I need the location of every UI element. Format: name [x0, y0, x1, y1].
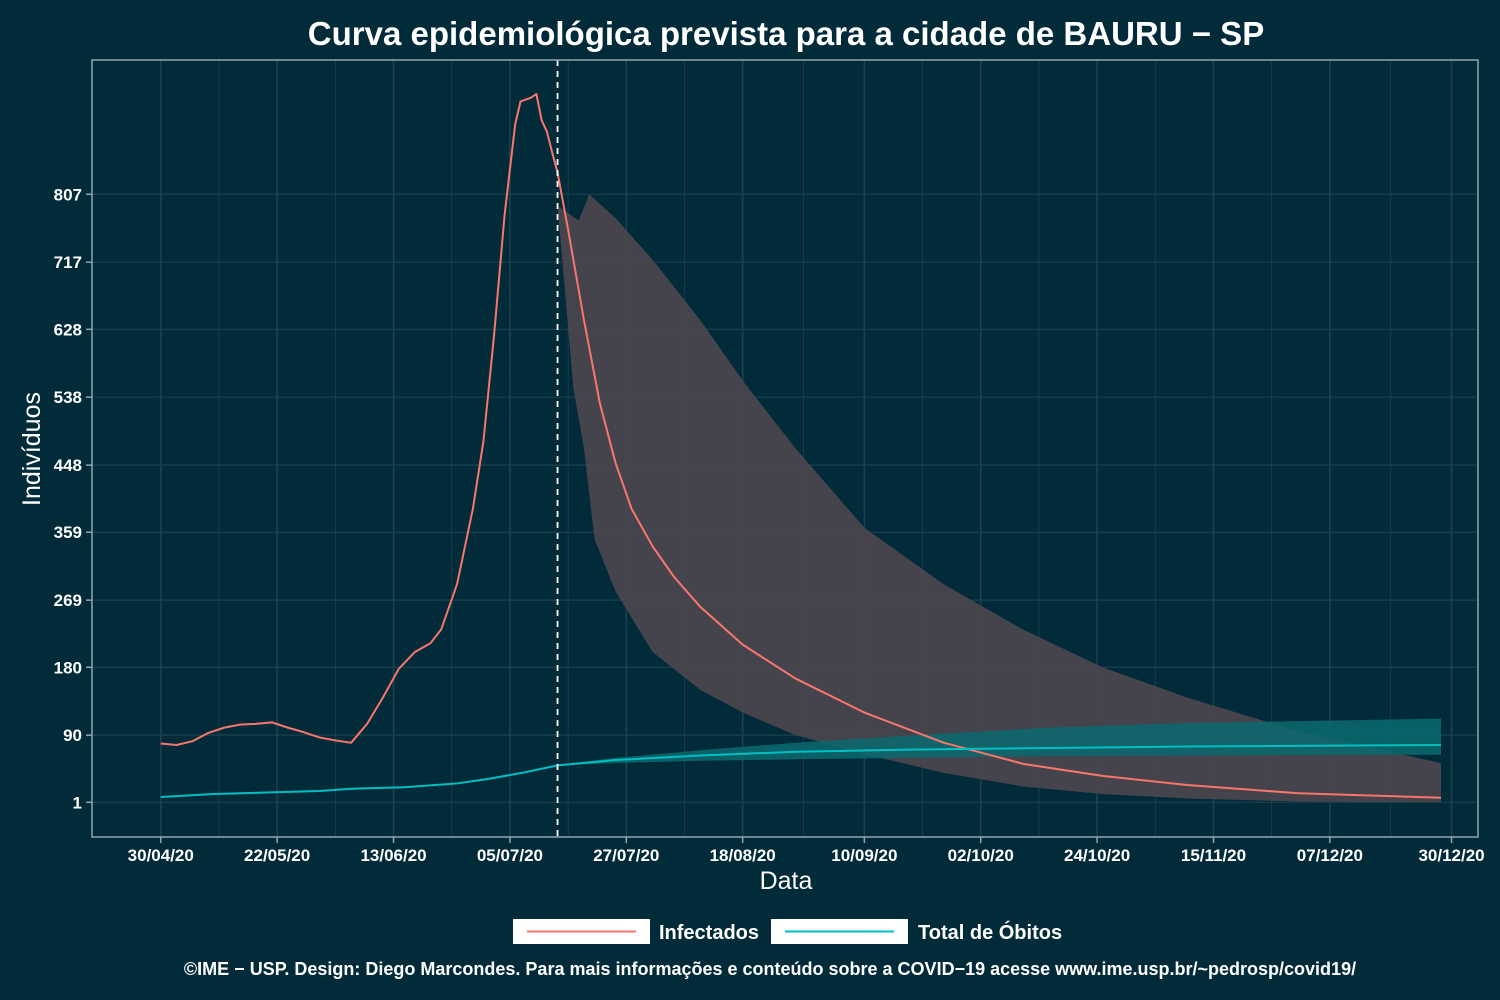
caption: ©IME − USP. Design: Diego Marcondes. Par… [184, 959, 1356, 979]
confidence-bands [557, 194, 1441, 803]
y-tick-label: 807 [54, 185, 82, 204]
x-tick-label: 05/07/20 [477, 846, 543, 865]
infectados-line [160, 92, 1442, 799]
x-tick-label: 24/10/20 [1064, 846, 1130, 865]
axes: 30/04/20 22/05/20 13/06/20 05/07/20 27/07/20… [54, 59, 1485, 865]
x-tick-label: 07/12/20 [1297, 846, 1363, 865]
legend-label-infectados: Infectados [659, 922, 759, 944]
legend: Infectados Total de Óbitos [513, 919, 1062, 944]
y-tick-label: 538 [54, 388, 82, 407]
x-tick-label: 30/12/20 [1418, 846, 1484, 865]
x-tick-label: 27/07/20 [593, 846, 659, 865]
x-tick-label: 10/09/20 [831, 846, 897, 865]
x-tick-label: 22/05/20 [244, 846, 310, 865]
y-tick-label: 90 [63, 726, 82, 745]
x-tick-label: 15/11/20 [1181, 846, 1246, 865]
x-tick-label: 13/06/20 [360, 846, 426, 865]
y-tick-label: 359 [54, 523, 82, 542]
x-tick-label: 02/10/20 [948, 846, 1014, 865]
series-lines [160, 60, 1442, 837]
y-tick-label: 1 [73, 793, 82, 812]
y-tick-label: 269 [54, 591, 82, 610]
plot-border [91, 59, 1479, 838]
chart-title: Curva epidemiológica prevista para a cid… [308, 15, 1264, 52]
legend-label-obitos: Total de Óbitos [918, 920, 1062, 944]
x-axis-label: Data [760, 867, 813, 895]
y-tick-label: 628 [54, 320, 82, 339]
x-tick-label: 18/08/20 [710, 846, 776, 865]
y-axis-label: Indivíduos [18, 392, 46, 506]
y-tick-label: 717 [54, 253, 82, 272]
y-tick-label: 448 [54, 456, 82, 475]
infectados-band [557, 194, 1441, 803]
obitos-line [160, 743, 1441, 799]
obitos-band [557, 718, 1441, 766]
y-tick-label: 180 [54, 658, 82, 677]
x-tick-label: 30/04/20 [128, 846, 194, 865]
